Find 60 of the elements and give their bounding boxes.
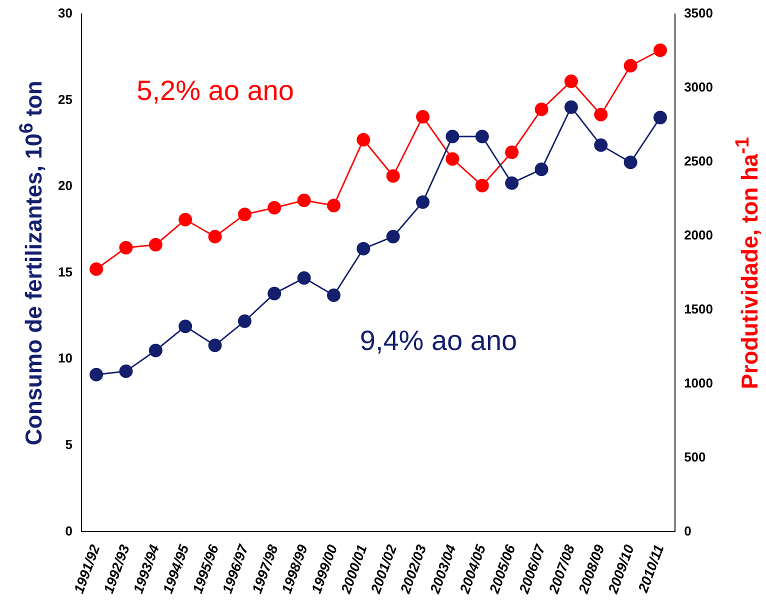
- point: [148, 238, 162, 252]
- point: [534, 162, 548, 176]
- point: [208, 338, 222, 352]
- point: [90, 368, 104, 382]
- point: [238, 208, 252, 222]
- point: [653, 110, 667, 124]
- annotation: 5,2% ao ano: [136, 74, 294, 106]
- point: [653, 43, 667, 57]
- point: [416, 195, 430, 209]
- x-tick-label: 2006/07: [515, 541, 548, 596]
- y-tick-label: 10: [58, 350, 72, 366]
- point: [178, 320, 192, 334]
- y2-tick-label: 0: [684, 523, 692, 538]
- x-tick-label: 1998/99: [278, 542, 311, 596]
- y2-tick-label: 2000: [684, 227, 713, 242]
- point: [446, 130, 460, 144]
- point: [446, 152, 460, 166]
- y2-tick-label: 1500: [684, 301, 713, 316]
- point: [356, 132, 370, 146]
- y-tick-label: 0: [65, 523, 72, 538]
- point: [505, 176, 519, 190]
- x-tick-label: 1996/97: [218, 541, 252, 596]
- point: [148, 344, 162, 358]
- point: [238, 314, 252, 328]
- y2-tick-label: 1000: [684, 375, 713, 390]
- point: [594, 108, 608, 122]
- point: [475, 130, 489, 144]
- point: [327, 288, 340, 302]
- y2-tick-label: 2500: [684, 153, 713, 168]
- y-tick-label: 25: [58, 92, 72, 107]
- point: [297, 271, 311, 285]
- annotation: 9,4% ao ano: [360, 324, 518, 356]
- point: [594, 138, 608, 152]
- y2-tick-label: 3000: [684, 80, 713, 95]
- point: [268, 286, 282, 300]
- y-tick-label: 30: [58, 6, 72, 21]
- point: [119, 364, 133, 378]
- point: [90, 262, 104, 276]
- point: [327, 198, 340, 212]
- point: [386, 230, 400, 244]
- point: [416, 110, 430, 124]
- point: [386, 169, 400, 183]
- y-tick-label: 5: [65, 436, 72, 452]
- point: [624, 59, 638, 73]
- point: [624, 156, 638, 170]
- point: [475, 178, 489, 192]
- point: [534, 102, 548, 116]
- point: [356, 242, 370, 256]
- point: [564, 100, 578, 114]
- point: [297, 194, 311, 208]
- y-tick-label: 15: [58, 264, 72, 280]
- point: [178, 212, 192, 226]
- point: [505, 146, 519, 160]
- point: [564, 74, 578, 88]
- y2-tick-label: 3500: [684, 6, 713, 21]
- point: [268, 201, 282, 215]
- point: [119, 240, 133, 254]
- y2-tick-label: 500: [684, 449, 706, 464]
- point: [208, 230, 222, 244]
- y-tick-label: 20: [58, 178, 72, 194]
